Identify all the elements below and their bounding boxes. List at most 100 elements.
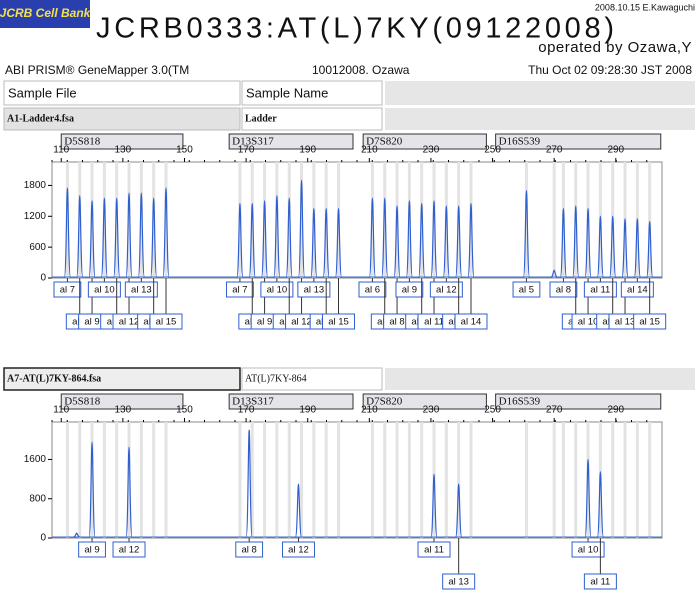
- allele-box: [226, 281, 254, 298]
- sample-name: Ladder: [245, 113, 277, 124]
- column-header: [241, 80, 383, 106]
- x-tick-label: 130: [115, 405, 132, 416]
- bin: [164, 162, 168, 278]
- allele-box: [78, 541, 106, 558]
- bin: [370, 422, 374, 538]
- x-tick-label: 130: [115, 145, 132, 156]
- allele-label: al 12: [291, 317, 312, 328]
- y-tick-label: 600: [29, 242, 46, 253]
- marker-box: [362, 133, 487, 150]
- bin: [552, 422, 556, 538]
- bin: [383, 422, 387, 538]
- peak: [125, 446, 133, 538]
- allele-label: al 15: [328, 317, 349, 328]
- bin: [152, 422, 156, 538]
- x-tick-label: 170: [238, 405, 255, 416]
- allele-label: al 11: [424, 317, 444, 328]
- allele-box: [442, 573, 476, 590]
- peak: [322, 207, 330, 278]
- peak: [100, 197, 108, 278]
- date: Thu Oct 02 09:28:30 JST 2008: [528, 63, 692, 77]
- bin: [164, 422, 168, 538]
- peak: [88, 200, 96, 278]
- peak: [550, 269, 558, 278]
- bin: [275, 162, 279, 278]
- peak: [125, 192, 133, 278]
- bin: [90, 422, 94, 538]
- bin: [635, 422, 639, 538]
- peak: [442, 205, 450, 278]
- plot-area: [51, 421, 663, 539]
- allele-box: [322, 313, 356, 330]
- marker-label: D13S317: [232, 136, 274, 148]
- x-tick-label: 110: [53, 405, 69, 416]
- bin: [469, 162, 473, 278]
- peak: [113, 197, 121, 278]
- x-tick-label: 150: [176, 145, 193, 156]
- bin: [139, 422, 143, 538]
- allele-label: al 13: [448, 577, 469, 588]
- bin: [324, 422, 328, 538]
- peak: [430, 200, 438, 278]
- peak: [621, 218, 629, 278]
- allele-label: al 12: [436, 285, 457, 296]
- peak: [150, 197, 158, 278]
- x-tick-label: 110: [53, 145, 69, 156]
- bin: [574, 422, 578, 538]
- sample-name-box: [241, 367, 383, 391]
- peak: [430, 473, 438, 538]
- bin: [250, 422, 254, 538]
- x-tick-label: 250: [484, 405, 501, 416]
- peak: [418, 202, 426, 278]
- bin: [586, 422, 590, 538]
- run: 10012008. Ozawa: [312, 63, 410, 77]
- bin: [395, 162, 399, 278]
- marker-box: [228, 393, 354, 410]
- allele-label: al 14: [461, 317, 482, 328]
- allele-box: [583, 573, 617, 590]
- marker-label: D16S539: [499, 136, 541, 148]
- peak: [260, 200, 269, 278]
- x-tick-label: 150: [176, 405, 193, 416]
- bin: [127, 162, 131, 278]
- allele-label: al 9: [257, 317, 272, 328]
- bin: [90, 162, 94, 278]
- bin: [78, 162, 82, 278]
- x-tick-label: 230: [423, 145, 440, 156]
- bin: [238, 422, 242, 538]
- bin: [337, 422, 341, 538]
- bin: [275, 422, 279, 538]
- header-fill: [385, 81, 695, 105]
- allele-label: al 11: [424, 545, 444, 556]
- allele-box: [112, 541, 146, 558]
- peak: [248, 202, 256, 278]
- bin: [611, 422, 615, 538]
- peak: [405, 200, 413, 278]
- software: ABI PRISM® GeneMapper 3.0(TM: [5, 63, 189, 77]
- bin: [648, 162, 652, 278]
- peak: [294, 483, 303, 538]
- bin: [287, 422, 291, 538]
- operator: operated by Ozawa,Y: [538, 39, 692, 56]
- marker-box: [495, 393, 662, 410]
- allele-box: [235, 541, 264, 558]
- marker-label: D5S818: [64, 136, 101, 148]
- peak: [285, 197, 293, 278]
- peak: [584, 207, 592, 278]
- allele-label: al 13: [615, 317, 636, 328]
- peak: [393, 205, 401, 278]
- marker-label: D16S539: [499, 396, 541, 408]
- bin: [312, 422, 316, 538]
- allele-label: al 10: [578, 545, 599, 556]
- peak: [455, 205, 463, 278]
- bin: [469, 422, 473, 538]
- x-tick-label: 270: [546, 145, 563, 156]
- allele-label: al 12: [119, 545, 140, 556]
- marker-box: [495, 133, 662, 150]
- x-tick-label: 210: [361, 405, 378, 416]
- allele-box: [454, 313, 488, 330]
- allele-label: al 12: [288, 545, 309, 556]
- x-tick-label: 290: [607, 145, 624, 156]
- allele-label: al 9: [84, 317, 99, 328]
